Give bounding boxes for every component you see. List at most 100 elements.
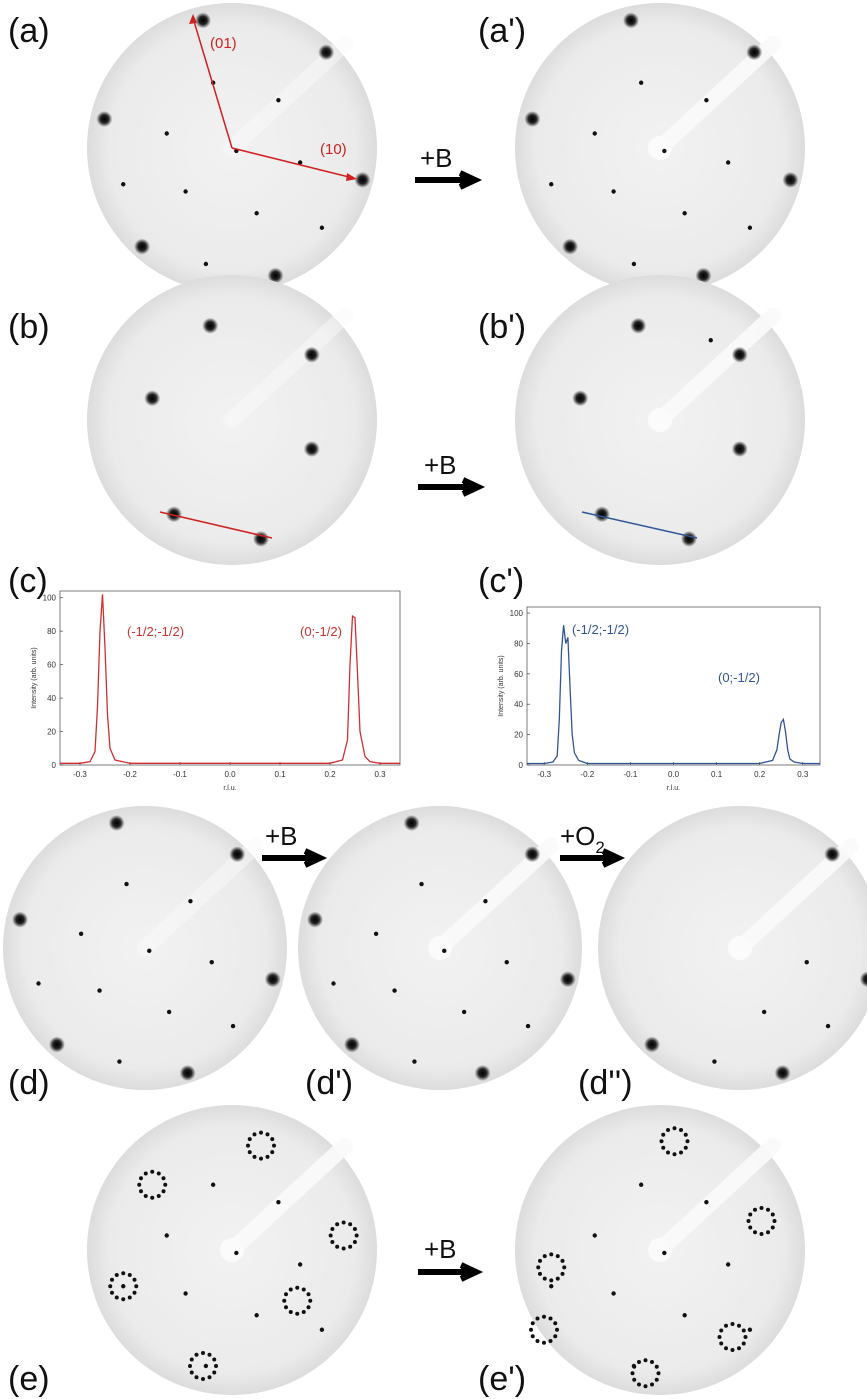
spot xyxy=(549,182,553,186)
spot xyxy=(762,1010,766,1014)
spot xyxy=(147,949,151,953)
spot xyxy=(543,1277,547,1281)
spot xyxy=(483,899,487,903)
spot xyxy=(657,1371,661,1375)
spot xyxy=(150,1170,154,1174)
spot xyxy=(214,1364,218,1368)
spot xyxy=(826,1024,830,1028)
spot xyxy=(295,1312,299,1316)
spot xyxy=(144,1171,148,1175)
spot xyxy=(335,1245,339,1249)
spot xyxy=(747,1219,751,1223)
spot xyxy=(266,1155,270,1159)
spot xyxy=(320,1328,324,1332)
x-tick-label: 0.1 xyxy=(274,770,286,779)
arrow xyxy=(418,1265,476,1279)
spot xyxy=(731,1322,735,1326)
spot xyxy=(719,1329,723,1333)
spot xyxy=(195,1375,199,1379)
spot xyxy=(307,1305,311,1309)
spot xyxy=(117,1059,121,1063)
spot xyxy=(553,1321,557,1325)
spot xyxy=(248,1150,252,1154)
spot xyxy=(115,1296,119,1300)
spot xyxy=(110,1278,114,1282)
spot xyxy=(644,1384,648,1388)
x-tick-label: -0.3 xyxy=(73,770,87,779)
spot xyxy=(137,1183,141,1187)
spot xyxy=(234,1251,238,1255)
spot xyxy=(560,971,576,987)
spot xyxy=(726,1262,730,1266)
spot xyxy=(748,1226,752,1230)
spot xyxy=(753,1230,757,1234)
spot xyxy=(157,1194,161,1198)
spot xyxy=(150,1196,154,1200)
spot xyxy=(163,1183,167,1187)
x-tick-label: 0.3 xyxy=(797,770,809,779)
beam-holder-tip xyxy=(220,1238,244,1262)
beam-holder-tip xyxy=(648,136,672,160)
beam-holder-tip xyxy=(648,408,672,432)
y-tick-label: 40 xyxy=(514,700,523,709)
spot xyxy=(139,1176,143,1180)
spot xyxy=(748,226,752,230)
spot xyxy=(655,1365,659,1369)
spot xyxy=(36,981,40,985)
panel-label: (a) xyxy=(8,12,50,50)
spot xyxy=(650,1383,654,1387)
spot xyxy=(165,131,169,135)
spot xyxy=(201,1351,205,1355)
spot xyxy=(419,882,423,886)
spot xyxy=(128,1273,132,1277)
spot xyxy=(553,1334,557,1338)
spot xyxy=(732,441,748,457)
x-tick-label: 0.3 xyxy=(374,770,386,779)
panel-label: (d') xyxy=(305,1064,353,1102)
spot xyxy=(276,1200,280,1204)
spot xyxy=(593,1233,597,1237)
spot xyxy=(623,12,639,28)
spot xyxy=(165,1233,169,1237)
arrow xyxy=(262,851,320,865)
data-line xyxy=(60,594,400,763)
spot xyxy=(766,1230,770,1234)
spot xyxy=(543,1254,547,1258)
spot xyxy=(353,1227,357,1231)
panel-label: (a') xyxy=(478,12,526,50)
spot xyxy=(254,1313,258,1317)
spot xyxy=(524,846,540,862)
spot xyxy=(644,1358,648,1362)
spot xyxy=(732,347,748,363)
x-tick-label: -0.2 xyxy=(580,770,594,779)
spot xyxy=(295,1286,299,1290)
spot xyxy=(318,44,334,60)
spot xyxy=(144,390,160,406)
spot xyxy=(133,1291,137,1295)
spot xyxy=(662,149,666,153)
spot xyxy=(562,239,578,255)
spot xyxy=(97,988,101,992)
spot xyxy=(302,1287,306,1291)
spot xyxy=(204,262,208,266)
spot xyxy=(442,949,446,953)
spot xyxy=(229,846,245,862)
y-axis-label: Intensity (arb. units) xyxy=(498,655,505,716)
spot xyxy=(630,318,646,334)
spot xyxy=(719,1342,723,1346)
spot xyxy=(307,1292,311,1296)
spot xyxy=(631,1371,635,1375)
x-tick-label: 0.0 xyxy=(224,770,236,779)
panel-label: (c') xyxy=(478,562,524,600)
spot xyxy=(304,441,320,457)
spot xyxy=(211,1183,215,1187)
spot xyxy=(110,1291,114,1295)
spot xyxy=(611,1291,615,1295)
spot xyxy=(650,1360,654,1364)
spot xyxy=(644,1037,660,1053)
panel-label: (b) xyxy=(8,308,50,346)
direction-label: (01) xyxy=(210,35,237,52)
spot xyxy=(561,1259,565,1263)
spot xyxy=(824,846,840,862)
peak-label: (0;-1/2) xyxy=(718,670,760,685)
